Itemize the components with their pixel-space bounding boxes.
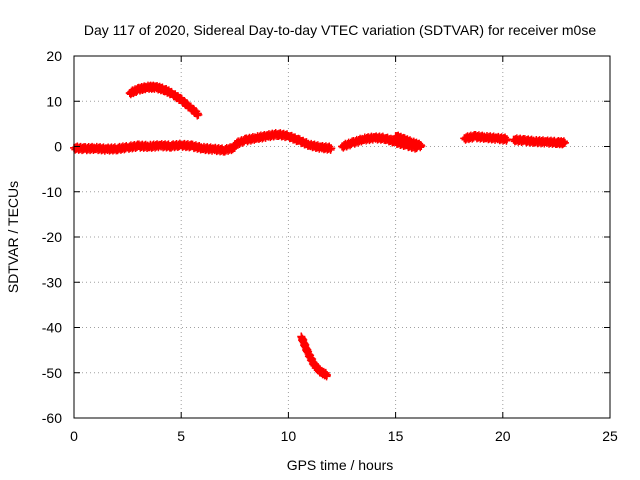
data-point — [194, 110, 203, 119]
series-seg3 — [230, 129, 336, 154]
data-point — [327, 144, 336, 153]
series-seg1 — [70, 139, 239, 156]
data-point — [417, 142, 426, 151]
y-tick-label: -60 — [42, 410, 62, 426]
series-seg7 — [460, 131, 512, 145]
series-seg6 — [391, 131, 426, 152]
y-tick-label: 10 — [46, 93, 62, 109]
series-seg4 — [297, 332, 331, 381]
y-axis-label: SDTVAR / TECUs — [5, 181, 21, 293]
series-seg2 — [125, 81, 203, 120]
series-seg8 — [509, 134, 569, 149]
x-tick-label: 20 — [495, 428, 511, 444]
x-tick-label: 0 — [70, 428, 78, 444]
y-tick-label: -20 — [42, 229, 62, 245]
chart-title: Day 117 of 2020, Sidereal Day-to-day VTE… — [84, 22, 596, 38]
ticks: 0 5 10 15 20 25 -60 -50 -40 -30 -20 -10 0 10 20 — [42, 48, 618, 444]
x-tick-label: 25 — [602, 428, 618, 444]
x-tick-label: 15 — [388, 428, 404, 444]
x-tick-label: 10 — [281, 428, 297, 444]
y-tick-label: 0 — [54, 139, 62, 155]
y-tick-label: -40 — [42, 320, 62, 336]
y-tick-label: 20 — [46, 48, 62, 64]
data-point — [322, 371, 331, 380]
x-axis-label: GPS time / hours — [287, 457, 394, 473]
y-tick-label: -10 — [42, 184, 62, 200]
y-tick-label: -50 — [42, 365, 62, 381]
y-tick-label: -30 — [42, 274, 62, 290]
x-tick-label: 5 — [177, 428, 185, 444]
data-point — [560, 138, 569, 147]
data-points — [70, 81, 569, 381]
